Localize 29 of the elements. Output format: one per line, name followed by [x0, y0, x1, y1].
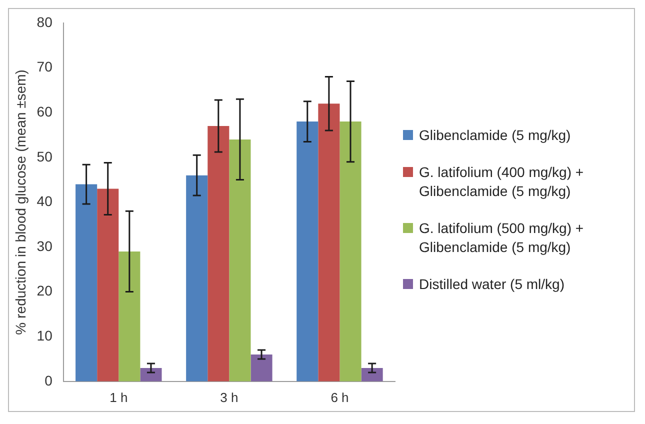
y-tick-label: 60: [36, 103, 53, 120]
legend-label: G. latifolium (500 mg/kg) + Glibenclamide (5 mg/kg): [419, 219, 585, 257]
bar: [250, 354, 272, 382]
bar: [229, 139, 251, 382]
x-tick-label: 6 h: [330, 390, 349, 405]
bar: [296, 122, 318, 382]
y-tick-label: 0: [44, 372, 53, 388]
legend-label: Distilled water (5 ml/kg): [419, 275, 564, 294]
y-axis-title: % reduction in blood glucose (mean ±sem): [12, 70, 28, 335]
x-tick-label: 3 h: [220, 390, 238, 405]
bar: [340, 122, 362, 382]
y-tick-label: 20: [36, 282, 53, 299]
x-tick-label: 1 h: [110, 390, 128, 405]
bar: [208, 126, 230, 382]
legend-label: Glibenclamide (5 mg/kg): [419, 126, 571, 145]
y-tick-label: 30: [36, 238, 53, 254]
y-tick-label: 70: [36, 58, 53, 75]
bar: [361, 368, 383, 382]
bar: [318, 104, 340, 382]
bar: [97, 188, 119, 382]
bar: [140, 368, 162, 382]
y-tick-label: 40: [36, 193, 53, 210]
y-tick-label: 50: [36, 148, 53, 164]
legend-label: G. latifolium (400 mg/kg) + Glibenclamide (5 mg/kg): [419, 163, 585, 201]
bar: [186, 175, 208, 382]
bar: [118, 251, 140, 382]
bar: [76, 184, 98, 382]
y-tick-label: 10: [36, 327, 53, 344]
y-tick-label: 80: [36, 14, 53, 30]
